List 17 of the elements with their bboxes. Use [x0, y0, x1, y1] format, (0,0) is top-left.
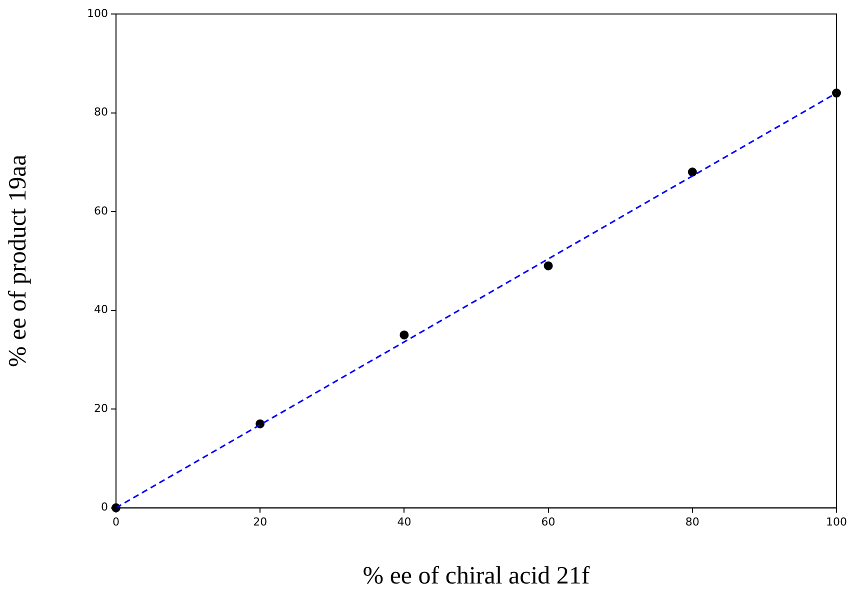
- x-tick-label: 100: [826, 515, 847, 528]
- y-tick-label: 60: [94, 204, 108, 218]
- point: [400, 330, 409, 340]
- y-tick-label: 100: [86, 6, 108, 20]
- x-tick-label: 80: [685, 515, 700, 528]
- y-tick-label: 40: [94, 303, 108, 316]
- x-tick-label: 0: [112, 515, 120, 528]
- x-tick-label: 40: [397, 515, 412, 528]
- x-axis-title: % ee of chiral acid 21f: [362, 562, 590, 590]
- y-tick-label: 80: [94, 106, 108, 119]
- point: [688, 168, 697, 177]
- point: [544, 261, 553, 270]
- x-tick-label: 20: [253, 515, 268, 528]
- y-tick-label: 0: [100, 500, 108, 514]
- x-tick-label: 60: [541, 515, 556, 528]
- y-tick-label: 20: [94, 402, 108, 415]
- y-axis-title: % ee of product 19aa: [4, 154, 32, 368]
